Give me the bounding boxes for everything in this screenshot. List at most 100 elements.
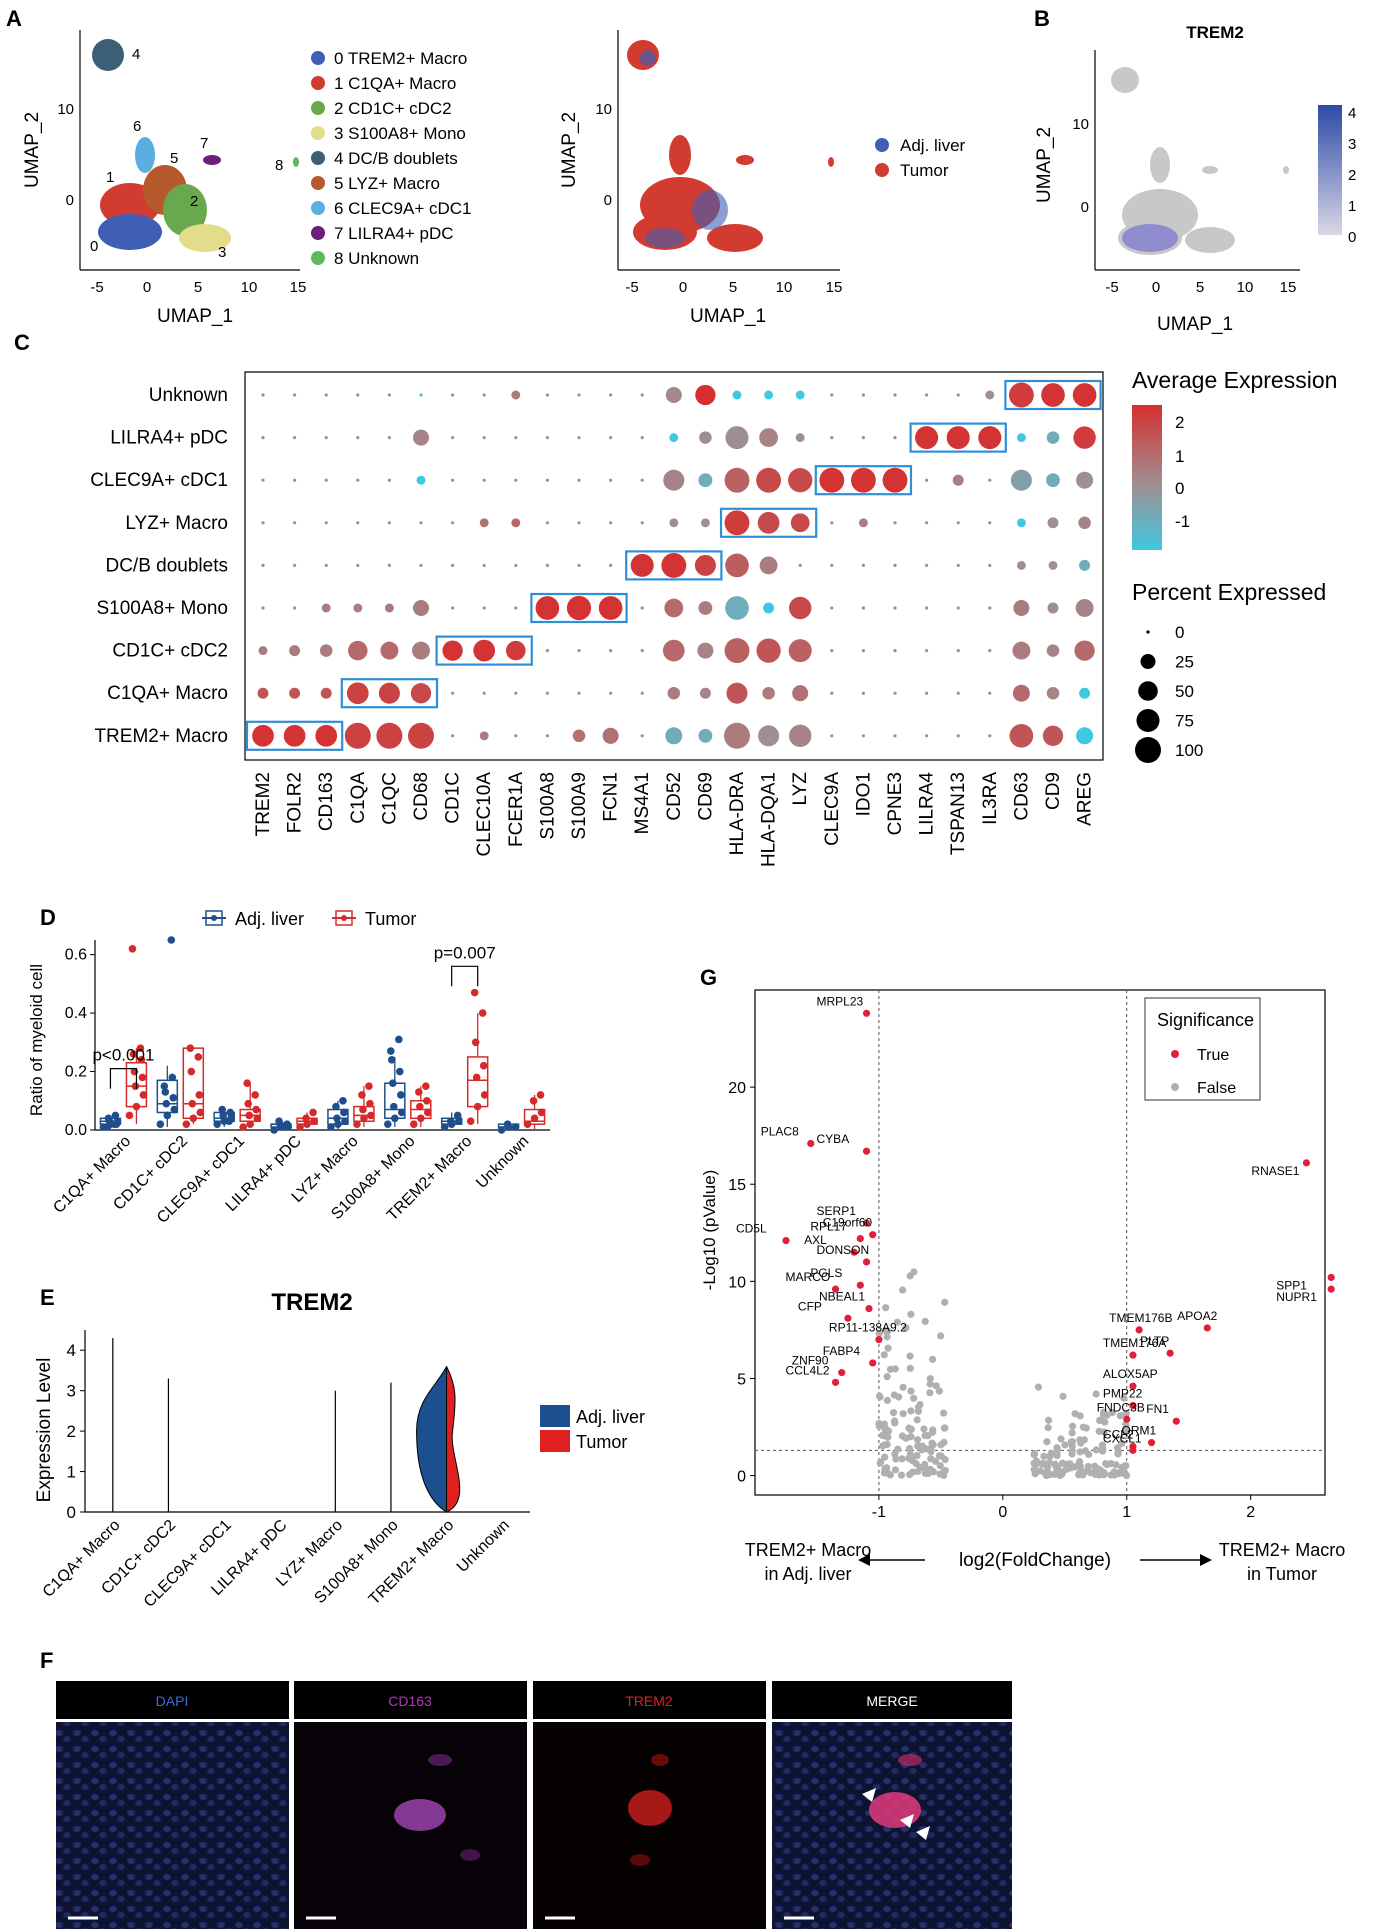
volcano-point-true xyxy=(869,1231,877,1239)
dotplot-dot xyxy=(724,638,750,664)
box-point xyxy=(391,1114,399,1123)
dotplot-row-label: CD1C+ cDC2 xyxy=(112,641,228,662)
box-point xyxy=(219,1111,227,1120)
dotplot-gene-label: C1QA xyxy=(348,772,369,824)
dotplot-dot xyxy=(451,436,455,440)
dotplot-dot xyxy=(609,478,613,482)
box-point xyxy=(479,1061,488,1070)
dotplot-dot xyxy=(514,734,518,738)
dotplot-dot xyxy=(514,691,518,695)
box-point xyxy=(168,1073,177,1082)
dotplot-dot xyxy=(669,518,679,528)
dotplot-dot xyxy=(893,606,897,610)
volcano-point-false xyxy=(926,1389,934,1397)
volcano-point-false xyxy=(1030,1450,1039,1458)
volcano-point-false xyxy=(1095,1427,1103,1435)
dotplot-dot xyxy=(724,467,750,493)
dotplot-dot xyxy=(356,563,360,568)
dotplot-dot xyxy=(289,687,301,699)
pvalue-label: p=0.007 xyxy=(434,943,496,962)
marker-highlight-box xyxy=(340,678,439,709)
volcano-point-true xyxy=(1123,1415,1131,1423)
dotplot-dot xyxy=(1012,684,1030,702)
box-point xyxy=(511,1123,520,1131)
dotplot-dot xyxy=(609,691,613,695)
volcano-gene-label: ALOX5AP xyxy=(1103,1367,1158,1381)
boxplot-ytick: 0.4 xyxy=(65,1005,87,1022)
volcano-point-false xyxy=(936,1462,944,1470)
volcano-point-false xyxy=(1092,1390,1100,1398)
dotplot-gene-label: S100A8 xyxy=(537,772,558,840)
dotplot-dot xyxy=(293,436,297,440)
dotplot-dot xyxy=(577,649,581,653)
dotplot-row-label: C1QA+ Macro xyxy=(107,683,228,704)
volcano-point-false xyxy=(906,1364,914,1372)
volcano-gene-label: RNASE1 xyxy=(1251,1164,1299,1178)
volcano-point-false xyxy=(1040,1452,1048,1460)
dotplot-dot xyxy=(662,639,685,662)
dotplot-dot xyxy=(261,521,265,525)
legend-tumor-swatch xyxy=(875,163,889,177)
dotplot-dot xyxy=(1047,602,1059,614)
cluster-label-3: 3 xyxy=(218,244,226,261)
dotplot-dot xyxy=(348,640,368,661)
dotplot-dot xyxy=(640,521,644,525)
dotplot-dot xyxy=(665,727,683,745)
dotplot-dot xyxy=(1074,640,1095,661)
dotplot-dot xyxy=(759,428,778,447)
significance-legend xyxy=(1144,997,1261,1101)
box-point xyxy=(196,1108,205,1117)
box-point xyxy=(131,1082,140,1090)
dotplot-gene-label: FCN1 xyxy=(601,772,622,822)
volcano-point-false xyxy=(1045,1416,1053,1424)
expression-color-scale xyxy=(1132,405,1162,550)
immunofluorescence-panel: DAPI CD163 TREM2 MERGE xyxy=(56,1681,1012,1929)
box-point xyxy=(244,1099,252,1108)
dotplot-dot xyxy=(925,393,929,397)
if-image-dapi xyxy=(56,1722,289,1929)
box-point xyxy=(170,1105,179,1114)
box-point xyxy=(169,1094,178,1102)
cluster-label-8: 8 xyxy=(275,157,283,174)
dotplot-dot xyxy=(387,478,391,482)
box-point xyxy=(245,1111,253,1120)
dotplot-dot xyxy=(695,384,716,406)
volcano-point-false xyxy=(1030,1459,1038,1467)
if-label-trem2: TREM2 xyxy=(625,1693,673,1709)
box-point xyxy=(128,944,137,953)
box-point xyxy=(423,1096,431,1105)
volcano-point-false xyxy=(1116,1412,1124,1420)
box-point xyxy=(424,1108,432,1117)
volcano-point-true xyxy=(1302,1159,1311,1167)
dotplot-gene-label: HLA-DRA xyxy=(727,772,748,856)
box-point xyxy=(470,988,479,997)
dotplot-dot xyxy=(956,521,960,525)
dotplot-dot xyxy=(1012,641,1031,660)
box-point xyxy=(472,1073,481,1082)
dotplot-dot xyxy=(602,727,619,744)
box-point xyxy=(422,1082,430,1090)
dotplot-gene-label: CD9 xyxy=(1043,772,1064,810)
volcano-point-true xyxy=(850,1248,858,1256)
box-point xyxy=(162,1099,171,1108)
dotplot-dot xyxy=(699,431,712,444)
marker-highlight-box xyxy=(909,422,1007,453)
dotplot-dot xyxy=(830,691,834,695)
violin-ytick: 3 xyxy=(67,1382,76,1401)
dotplot-dot xyxy=(1041,383,1065,407)
umap-a2-ytick: 0 xyxy=(604,192,612,209)
arrow-right-head xyxy=(1200,1554,1212,1566)
volcano-point-false xyxy=(1054,1463,1062,1471)
volcano-point-false xyxy=(910,1394,918,1402)
volcano-point-false xyxy=(1059,1392,1067,1400)
umap-a-xtick: -5 xyxy=(90,279,103,296)
dotplot-dot xyxy=(830,606,834,610)
dotplot-dot xyxy=(1078,516,1091,530)
volcano-point-true xyxy=(1129,1351,1137,1359)
dotplot-dot xyxy=(988,649,992,653)
dotplot-dot xyxy=(353,603,363,613)
dotplot-row-label: CLEC9A+ cDC1 xyxy=(90,470,228,491)
volcano-point-true xyxy=(869,1359,877,1367)
panel-label-d: D xyxy=(40,905,56,930)
volcano-point-true xyxy=(838,1369,846,1377)
